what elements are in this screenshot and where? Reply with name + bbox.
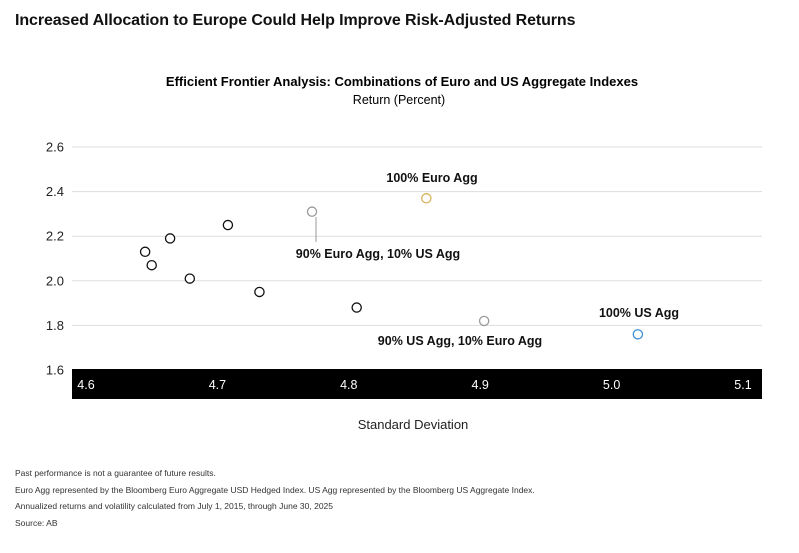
grid-lines: [72, 146, 762, 326]
page-title: Increased Allocation to Europe Could Hel…: [15, 12, 576, 29]
x-tick-label: 5.0: [603, 378, 620, 392]
y-tick-label: 1.8: [46, 318, 64, 333]
footnote-disclaimer: Past performance is not a guarantee of f…: [15, 468, 216, 478]
chart-title: Efficient Frontier Analysis: Combination…: [166, 74, 638, 89]
data-point: [184, 273, 196, 284]
data-point: [254, 286, 265, 298]
x-tick-label: 5.1: [734, 378, 751, 392]
annotation-100-us-agg: 100% US Agg: [599, 306, 679, 320]
y-axis-ticks: 1.6 1.8 2.0 2.2 2.4 2.6: [46, 140, 64, 378]
x-axis-band: [72, 369, 762, 399]
footnote-period: Annualized returns and volatility calcul…: [15, 501, 334, 511]
data-point: [632, 329, 644, 340]
y-tick-label: 1.6: [46, 363, 64, 378]
y-tick-label: 2.0: [46, 273, 64, 288]
footnote-source: Source: AB: [15, 517, 58, 528]
x-tick-label: 4.9: [472, 378, 489, 392]
data-point: [351, 302, 362, 313]
data-point: [222, 219, 234, 231]
x-axis-ticks: 4.6 4.7 4.8 4.9 5.0 5.1: [77, 378, 751, 392]
data-point: [421, 193, 432, 204]
x-tick-label: 4.8: [340, 378, 357, 392]
annotation-90-euro-10-us: 90% Euro Agg, 10% US Agg: [296, 247, 460, 261]
x-tick-label: 4.6: [77, 378, 94, 392]
footnote-index-definitions: Euro Agg represented by the Bloomberg Eu…: [15, 484, 535, 495]
efficient-frontier-chart: Efficient Frontier Analysis: Combination…: [46, 74, 762, 432]
x-axis-label: Standard Deviation: [358, 417, 469, 432]
x-tick-label: 4.7: [209, 378, 226, 392]
data-point: [164, 233, 176, 244]
data-points: [139, 193, 644, 340]
y-tick-label: 2.2: [46, 229, 64, 244]
annotation-90-us-10-euro: 90% US Agg, 10% Euro Agg: [378, 334, 542, 348]
data-point: [478, 315, 490, 327]
data-point: [146, 259, 157, 271]
y-tick-label: 2.6: [46, 140, 64, 155]
data-point: [306, 206, 318, 217]
data-point: [139, 246, 151, 258]
annotation-100-euro-agg: 100% Euro Agg: [386, 171, 477, 185]
y-tick-label: 2.4: [46, 184, 64, 199]
footnotes: Past performance is not a guarantee of f…: [15, 465, 535, 531]
y-axis-label: Return (Percent): [353, 93, 445, 107]
